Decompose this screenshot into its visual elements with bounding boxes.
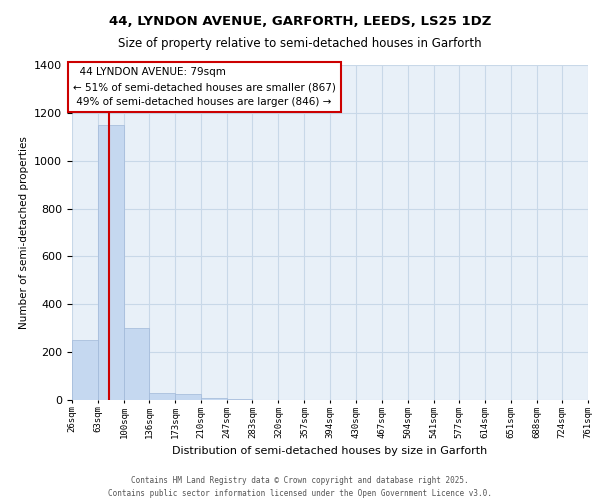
X-axis label: Distribution of semi-detached houses by size in Garforth: Distribution of semi-detached houses by …: [172, 446, 488, 456]
Y-axis label: Number of semi-detached properties: Number of semi-detached properties: [19, 136, 29, 329]
Bar: [201, 398, 227, 400]
Bar: [227, 399, 253, 400]
Bar: [175, 394, 201, 400]
Bar: [149, 393, 175, 400]
Text: Size of property relative to semi-detached houses in Garforth: Size of property relative to semi-detach…: [118, 38, 482, 51]
Bar: [124, 328, 149, 400]
Text: 44, LYNDON AVENUE, GARFORTH, LEEDS, LS25 1DZ: 44, LYNDON AVENUE, GARFORTH, LEEDS, LS25…: [109, 15, 491, 28]
Bar: [72, 340, 98, 400]
Text: Contains HM Land Registry data © Crown copyright and database right 2025.
Contai: Contains HM Land Registry data © Crown c…: [108, 476, 492, 498]
Text: 44 LYNDON AVENUE: 79sqm
← 51% of semi-detached houses are smaller (867)
 49% of : 44 LYNDON AVENUE: 79sqm ← 51% of semi-de…: [73, 68, 336, 107]
Bar: [98, 125, 124, 400]
